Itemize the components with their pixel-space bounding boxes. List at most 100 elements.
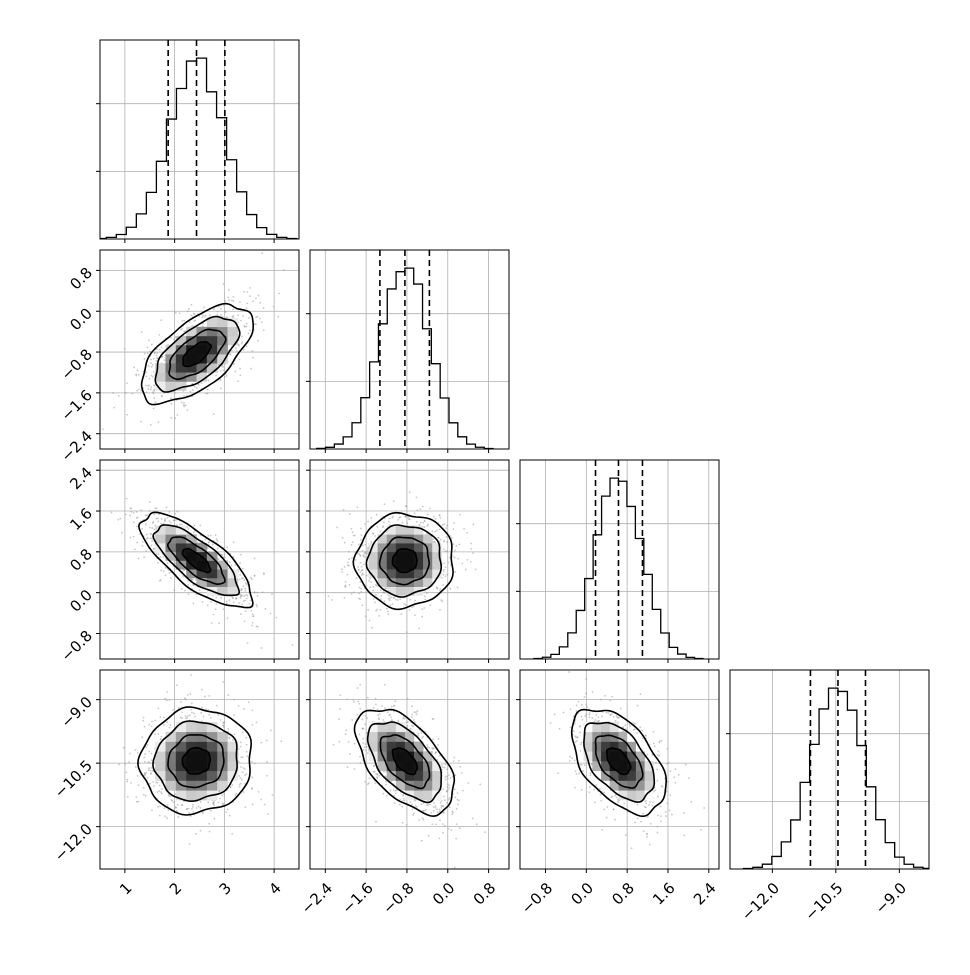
sample-point <box>239 786 241 788</box>
sample-point <box>348 551 350 553</box>
sample-point <box>389 600 391 602</box>
sample-point <box>448 774 450 776</box>
sample-point <box>173 519 175 521</box>
sample-point <box>187 694 189 696</box>
sample-point <box>341 571 343 573</box>
sample-point <box>353 592 355 594</box>
sample-point <box>452 543 454 545</box>
sample-point <box>217 548 219 550</box>
sample-point <box>161 788 163 790</box>
sample-point <box>227 618 229 620</box>
sample-point <box>175 392 177 394</box>
sample-point <box>157 521 159 523</box>
sample-point <box>151 527 153 529</box>
sample-point <box>277 316 279 318</box>
sample-point <box>445 779 447 781</box>
sample-point <box>384 707 386 709</box>
sample-point <box>459 766 461 768</box>
sample-point <box>405 604 407 606</box>
sample-point <box>377 709 379 711</box>
sample-point <box>449 806 451 808</box>
sample-point <box>153 528 155 530</box>
sample-point <box>170 724 172 726</box>
sample-point <box>125 392 127 394</box>
sample-point <box>175 519 177 521</box>
sample-point <box>417 509 419 511</box>
sample-point <box>242 732 244 734</box>
sample-point <box>182 575 184 577</box>
sample-point <box>207 801 209 803</box>
sample-point <box>174 417 176 419</box>
sample-point <box>245 582 247 584</box>
sample-point <box>157 806 159 808</box>
sample-point <box>429 804 431 806</box>
sample-point <box>220 308 222 310</box>
sample-point <box>226 375 228 377</box>
sample-point <box>254 558 256 560</box>
sample-point <box>354 768 356 770</box>
sample-point <box>118 764 120 766</box>
sample-point <box>175 807 177 809</box>
sample-point <box>215 603 217 605</box>
sample-point <box>222 366 224 368</box>
sample-point <box>439 529 441 531</box>
sample-point <box>418 627 420 629</box>
sample-point <box>161 395 163 397</box>
sample-point <box>207 548 209 550</box>
sample-point <box>192 806 194 808</box>
sample-point <box>112 392 114 394</box>
sample-point <box>181 804 183 806</box>
sample-point <box>194 313 196 315</box>
sample-point <box>154 401 156 403</box>
sample-point <box>403 800 405 802</box>
sample-point <box>159 349 161 351</box>
sample-point <box>153 407 155 409</box>
sample-point <box>414 600 416 602</box>
sample-point <box>222 725 224 727</box>
sample-point <box>160 569 162 571</box>
sample-point <box>141 331 143 333</box>
sample-point <box>404 516 406 518</box>
sample-point <box>399 799 401 801</box>
sample-point <box>386 608 388 610</box>
sample-point <box>443 574 445 576</box>
sample-point <box>364 551 366 553</box>
sample-point <box>142 545 144 547</box>
sample-point <box>347 561 349 563</box>
sample-point <box>137 775 139 777</box>
sample-point <box>176 684 178 686</box>
sample-point <box>245 326 247 328</box>
sample-point <box>457 804 459 806</box>
sample-point <box>257 316 259 318</box>
sample-point <box>448 562 450 564</box>
sample-point <box>435 807 437 809</box>
sample-point <box>328 595 330 597</box>
sample-point <box>144 753 146 755</box>
sample-point <box>152 781 154 783</box>
sample-point <box>415 496 417 498</box>
sample-point <box>242 771 244 773</box>
sample-point <box>160 738 162 740</box>
sample-point <box>225 811 227 813</box>
sample-point <box>581 741 583 743</box>
sample-point <box>358 703 360 705</box>
sample-point <box>439 809 441 811</box>
sample-point <box>402 522 404 524</box>
sample-point <box>223 726 225 728</box>
sample-point <box>439 515 441 517</box>
sample-point <box>430 812 432 814</box>
sample-point <box>242 315 244 317</box>
sample-point <box>345 733 347 735</box>
sample-point <box>428 835 430 837</box>
sample-point <box>216 705 218 707</box>
sample-point <box>124 348 126 350</box>
sample-point <box>356 577 358 579</box>
sample-point <box>149 351 151 353</box>
sample-point <box>239 574 241 576</box>
sample-point <box>144 353 146 355</box>
sample-point <box>137 784 139 786</box>
sample-point <box>244 806 246 808</box>
sample-point <box>369 620 371 622</box>
sample-point <box>249 287 251 289</box>
sample-point <box>151 366 153 368</box>
